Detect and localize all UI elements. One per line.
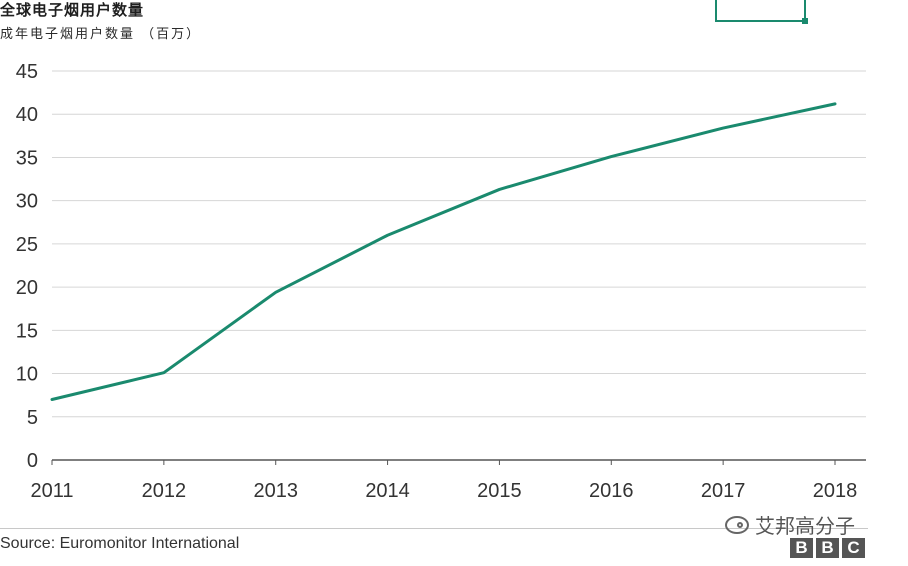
y-tick-label: 30: [16, 191, 38, 213]
bbc-letter-1: B: [790, 538, 813, 558]
watermark-text: 艾邦高分子: [755, 514, 855, 538]
watermark: 艾邦高分子: [725, 510, 855, 539]
y-tick-label: 35: [16, 147, 38, 169]
y-tick-label: 5: [27, 407, 38, 429]
x-tick-label: 2011: [30, 480, 73, 502]
legend-corner-dot: [802, 18, 808, 24]
bbc-letter-2: B: [816, 538, 839, 558]
x-tick-label: 2017: [701, 480, 746, 502]
x-tick-label: 2016: [589, 480, 634, 502]
x-tick-label: 2015: [477, 480, 522, 502]
legend-box: [715, 0, 808, 24]
y-tick-label: 20: [16, 277, 38, 299]
y-tick-label: 0: [27, 450, 38, 472]
y-tick-label: 25: [16, 234, 38, 256]
bbc-logo: B B C: [790, 538, 865, 558]
x-tick-label: 2012: [142, 480, 187, 502]
x-tick-label: 2018: [813, 480, 858, 502]
series-line: [50, 102, 837, 401]
x-tick-label: 2014: [365, 480, 410, 502]
chart-title: 全球电子烟用户数量: [0, 1, 145, 19]
y-tick-label: 45: [16, 61, 38, 83]
footer-divider: [0, 528, 868, 529]
x-tick-label: 2013: [253, 480, 298, 502]
y-tick-label: 10: [16, 364, 38, 386]
chart-subtitle: 成年电子烟用户数量 （百万）: [0, 27, 202, 42]
source-note: Source: Euromonitor International: [0, 535, 240, 552]
wechat-icon: [725, 515, 749, 534]
y-tick-label: 15: [16, 320, 38, 342]
bbc-letter-3: C: [842, 538, 865, 558]
y-tick-label: 40: [16, 104, 38, 126]
